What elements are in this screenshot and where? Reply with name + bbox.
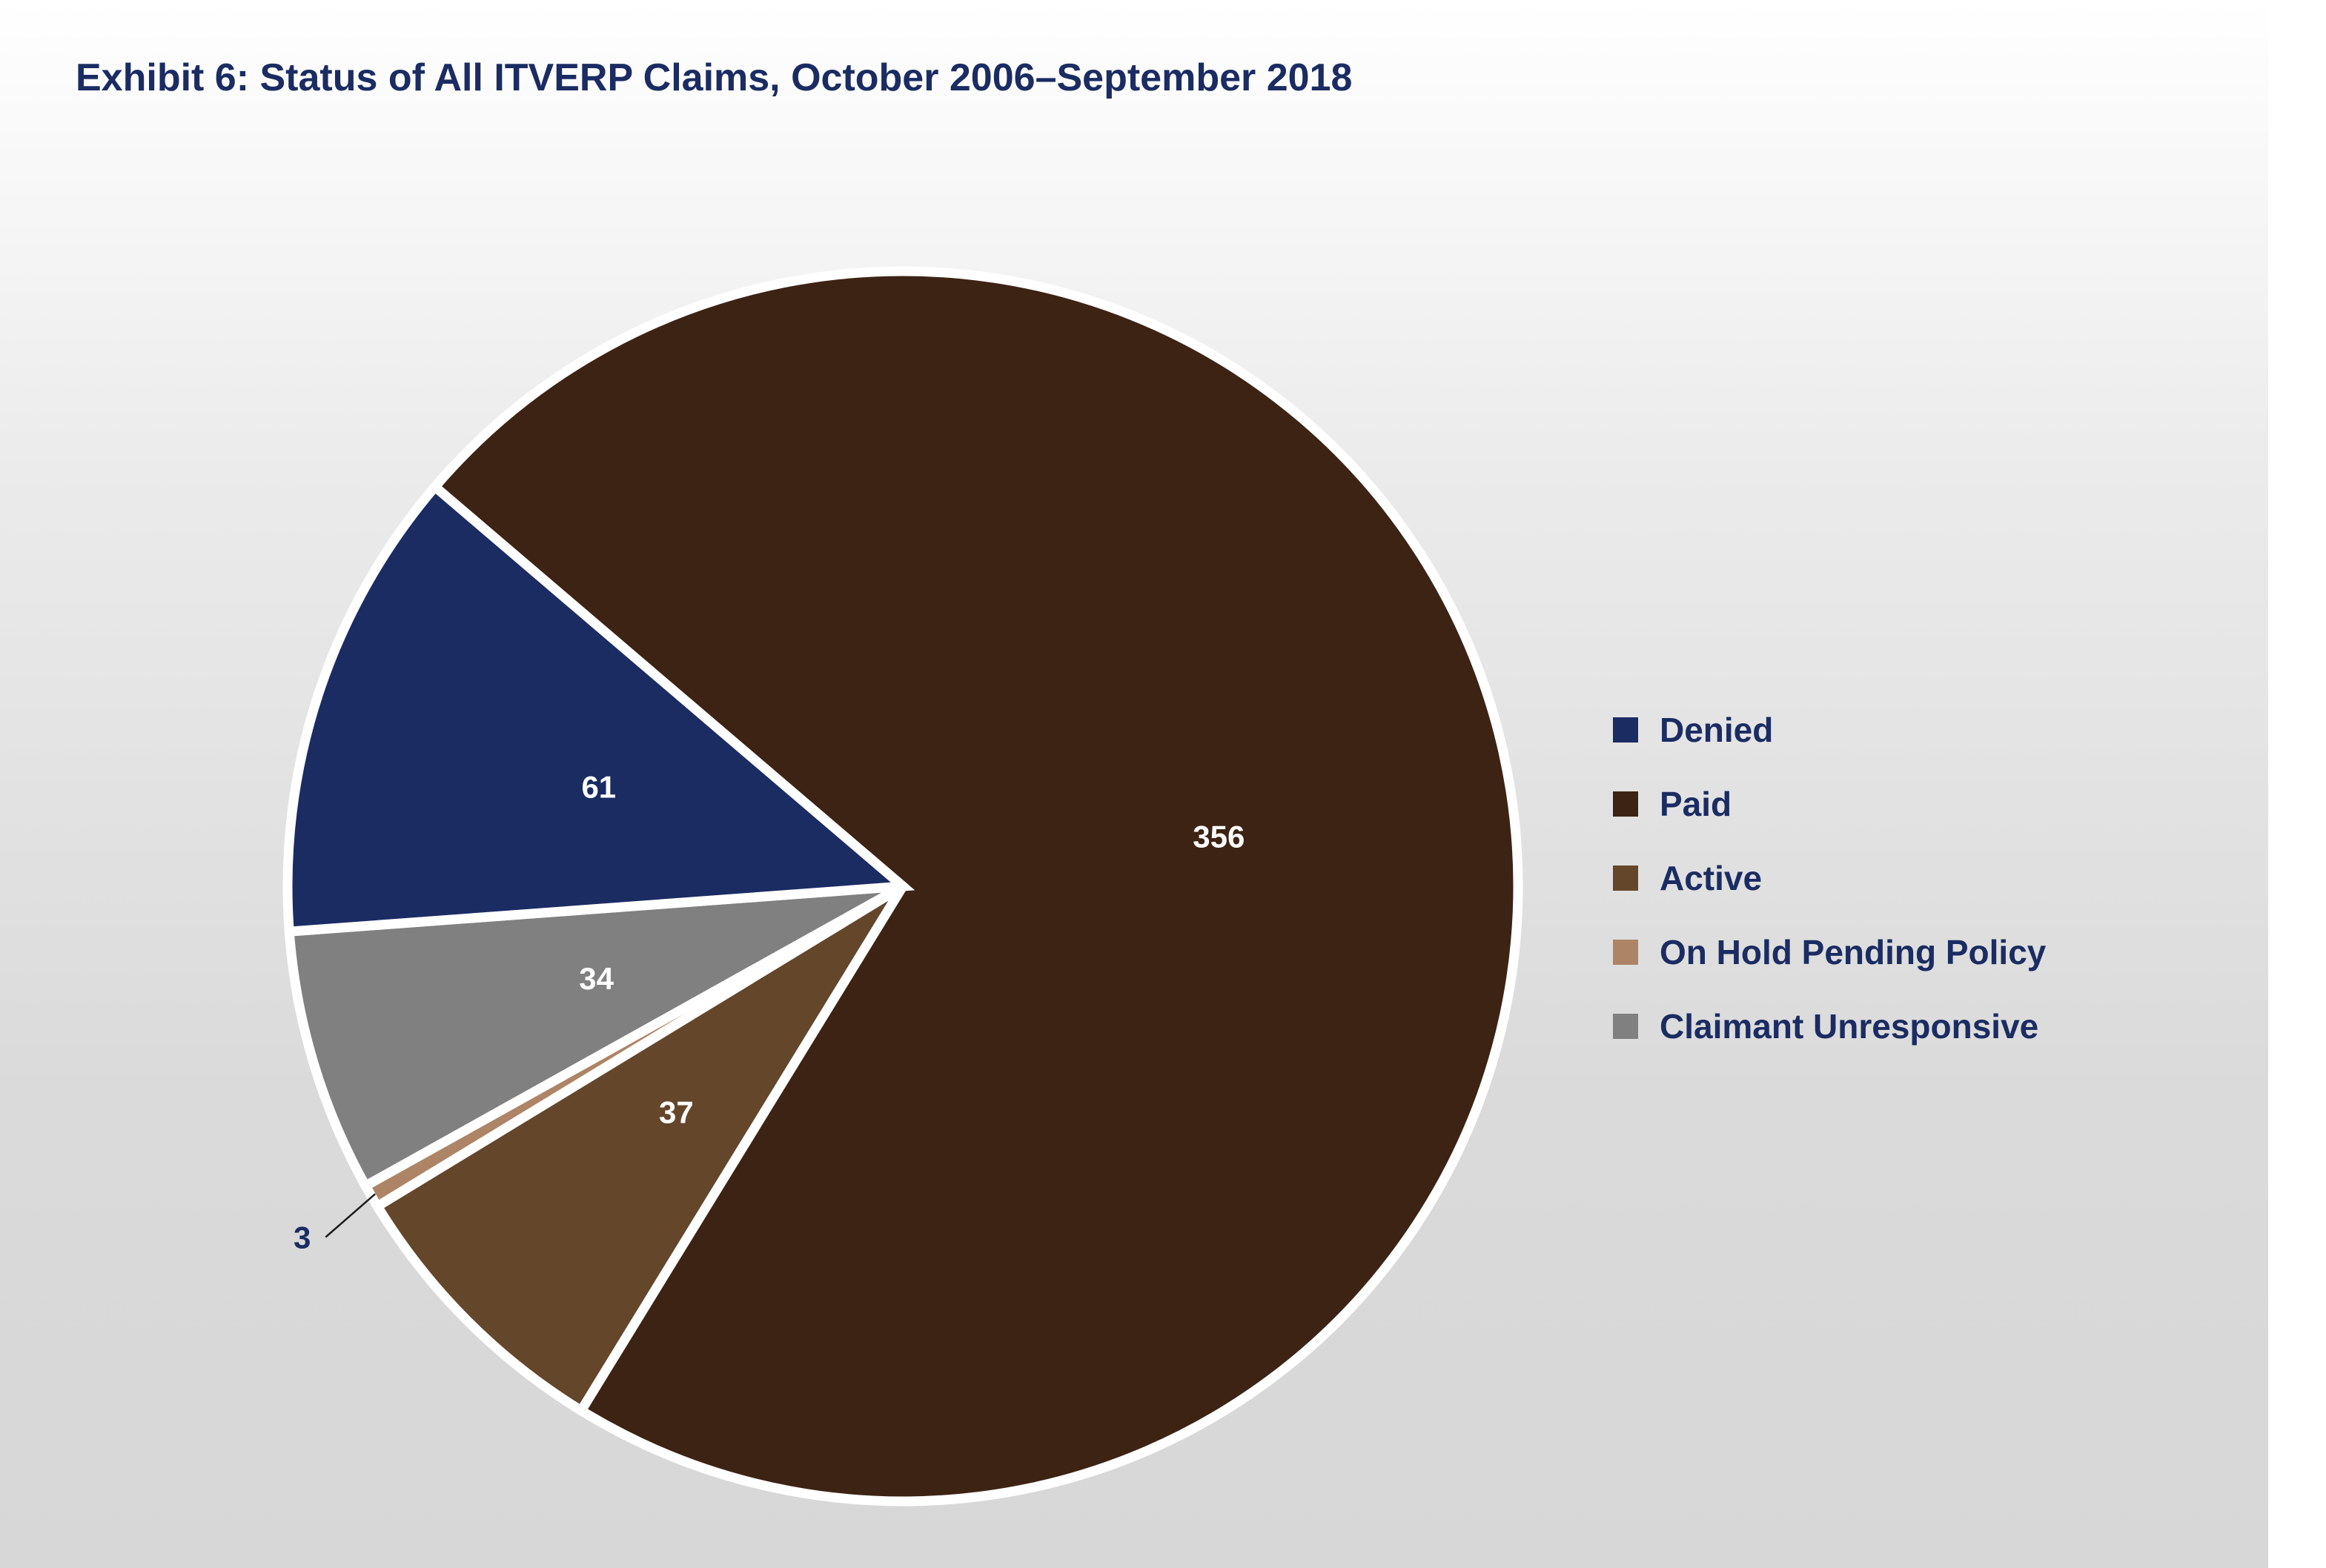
slice-value-label-active: 37 bbox=[659, 1095, 694, 1130]
legend-label-claimant-unresponsive: Claimant Unresponsive bbox=[1660, 1007, 2038, 1046]
pie-slice-denied bbox=[282, 479, 915, 937]
pie-slice-claimant-unresponsive bbox=[284, 881, 906, 1193]
chart-title: Exhibit 6: Status of All ITVERP Claims, … bbox=[76, 56, 1352, 99]
legend-label-denied: Denied bbox=[1660, 711, 1773, 749]
slice-labels: 356 37 3 34 61 bbox=[294, 770, 1245, 1255]
legend-swatch-denied bbox=[1613, 717, 1638, 743]
slice-value-label-on-hold-pending-policy: 3 bbox=[294, 1220, 311, 1255]
slice-value-label-paid: 356 bbox=[1193, 820, 1245, 854]
legend-swatch-paid bbox=[1613, 791, 1638, 817]
legend: Denied Paid Active On Hold Pending Policy Cl… bbox=[1613, 711, 2047, 1046]
slice-value-label-claimant-unresponsive: 34 bbox=[579, 961, 614, 996]
pie-slice-active bbox=[371, 882, 907, 1418]
legend-swatch-active bbox=[1613, 866, 1638, 891]
legend-label-paid: Paid bbox=[1660, 785, 1732, 823]
slice-value-label-denied: 61 bbox=[581, 770, 616, 805]
pie-slice-paid bbox=[428, 266, 1523, 1506]
legend-swatch-on-hold-pending-policy bbox=[1613, 940, 1638, 965]
legend-label-on-hold-pending-policy: On Hold Pending Policy bbox=[1660, 933, 2047, 971]
legend-label-active: Active bbox=[1660, 859, 1762, 897]
leader-line-on-hold-pending-policy bbox=[325, 1193, 377, 1238]
pie-slices bbox=[282, 266, 1523, 1506]
legend-swatch-claimant-unresponsive bbox=[1613, 1014, 1638, 1039]
